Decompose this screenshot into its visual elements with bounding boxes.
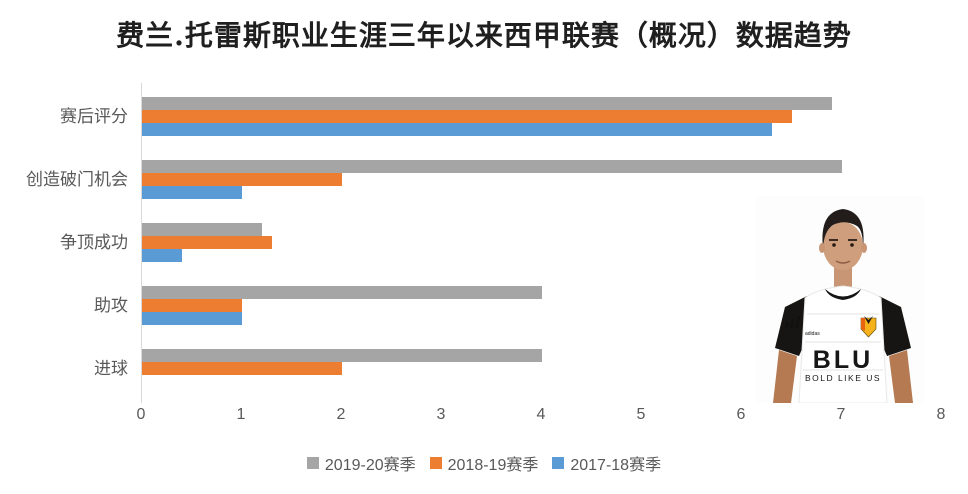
category-label: 助攻	[94, 295, 128, 315]
bar-2019-20赛季-赛后评分	[142, 97, 832, 110]
bar-2018-19赛季-争顶成功	[142, 236, 272, 249]
right-eye	[850, 243, 854, 247]
legend: 2019-20赛季 2018-19赛季 2017-18赛季	[0, 451, 968, 475]
legend-swatch-icon	[306, 457, 319, 469]
bar-2018-19赛季-赛后评分	[142, 110, 792, 123]
collar	[825, 289, 861, 300]
x-tick-label: 5	[636, 406, 646, 423]
x-tick-label: 6	[736, 406, 746, 423]
jersey-torso	[798, 285, 888, 403]
left-forearm	[773, 350, 797, 403]
chart-title: 费兰.托雷斯职业生涯三年以来西甲联赛（概况）数据趋势	[116, 19, 852, 52]
legend-swatch-icon	[552, 457, 565, 469]
legend-swatch-icon	[429, 457, 442, 469]
right-eyebrow	[848, 239, 857, 241]
right-forearm	[889, 350, 913, 403]
adidas-logo-icon: adidas	[784, 316, 820, 337]
jersey-texture	[803, 313, 883, 371]
legend-item-2019-20赛季: 2019-20赛季	[306, 451, 416, 475]
right-ear	[861, 243, 867, 253]
bar-2017-18赛季-助攻	[142, 312, 242, 325]
legend-label: 2018-19赛季	[447, 457, 539, 474]
category-label: 赛后评分	[60, 106, 128, 126]
hair	[822, 209, 864, 248]
face	[823, 222, 863, 270]
bar-2019-20赛季-创造破门机会	[142, 160, 842, 173]
sponsor-blu: BLU	[813, 346, 873, 374]
bar-2019-20赛季-争顶成功	[142, 223, 262, 236]
legend-label: 2017-18赛季	[570, 457, 662, 474]
bar-2017-18赛季-争顶成功	[142, 249, 182, 262]
legend-item-2018-19赛季: 2018-19赛季	[429, 451, 539, 475]
left-eye	[832, 243, 836, 247]
sponsor-tagline: BOLD LIKE US	[805, 373, 881, 383]
bar-2018-19赛季-助攻	[142, 299, 242, 312]
bar-2019-20赛季-进球	[142, 349, 542, 362]
x-tick-label: 2	[336, 406, 346, 423]
legend-label: 2019-20赛季	[324, 457, 416, 474]
x-tick-label: 3	[436, 406, 446, 423]
x-tick-label: 4	[536, 406, 546, 423]
left-eyebrow	[829, 239, 838, 241]
category-label: 创造破门机会	[26, 169, 128, 189]
x-tick-label: 7	[836, 406, 846, 423]
bar-2017-18赛季-创造破门机会	[142, 186, 242, 199]
bar-2019-20赛季-助攻	[142, 286, 542, 299]
x-tick-label: 0	[136, 406, 146, 423]
bar-2018-19赛季-创造破门机会	[142, 173, 342, 186]
left-ear	[819, 243, 825, 253]
x-tick-label: 1	[236, 406, 246, 423]
bar-2017-18赛季-赛后评分	[142, 123, 772, 136]
mouth	[835, 260, 851, 264]
y-axis-line	[141, 83, 142, 403]
category-label: 进球	[94, 358, 128, 378]
bar-2018-19赛季-进球	[142, 362, 342, 375]
legend-item-2017-18赛季: 2017-18赛季	[552, 451, 661, 475]
x-tick-label: 8	[936, 406, 946, 423]
category-label: 争顶成功	[60, 232, 128, 252]
adidas-wordmark: adidas	[805, 331, 820, 337]
valencia-crest-icon	[860, 316, 877, 338]
player-photo: adidas BLU BOLD LIKE US	[755, 196, 925, 403]
